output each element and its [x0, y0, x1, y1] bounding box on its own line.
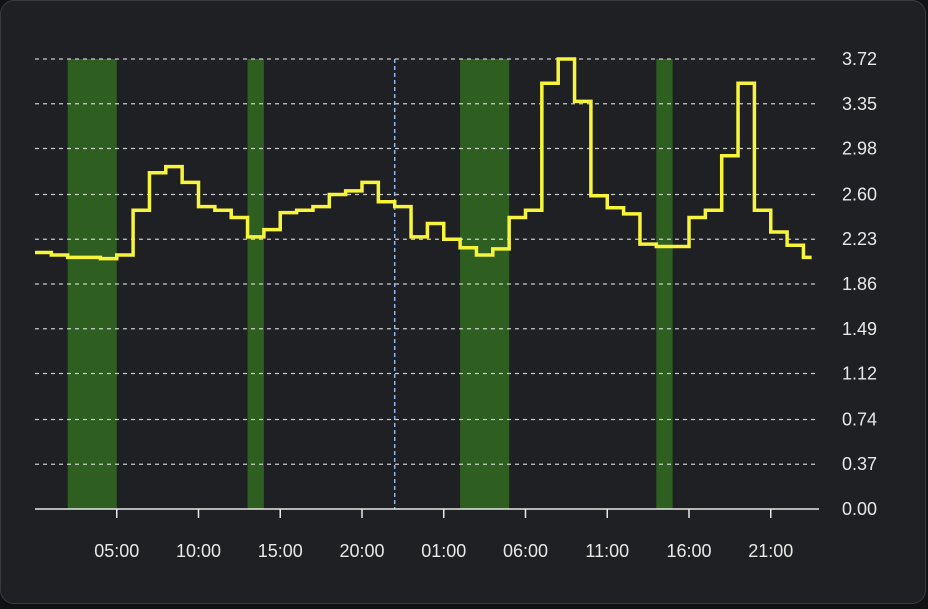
y-tick-label-10: 3.72 — [842, 49, 877, 69]
y-tick-label-9: 3.35 — [842, 94, 877, 114]
y-tick-label-1: 0.37 — [842, 454, 877, 474]
y-tick-label-5: 1.86 — [842, 274, 877, 294]
series-line — [35, 57, 812, 261]
x-tick-label-7: 16:00 — [666, 541, 711, 561]
axes-group: 0.00 0.37 0.74 1.12 1.49 1.86 2.23 2.60 2.98 3.35… — [35, 49, 877, 561]
y-tick-label-6: 2.23 — [842, 229, 877, 249]
y-tick-label-8: 2.98 — [842, 139, 877, 159]
x-tick-label-5: 06:00 — [503, 541, 548, 561]
y-tick-label-3: 1.12 — [842, 364, 877, 384]
y-tick-label-7: 2.60 — [842, 184, 877, 204]
grid-lines — [35, 58, 819, 465]
x-tick-label-3: 20:00 — [339, 541, 384, 561]
x-tick-label-6: 11:00 — [585, 541, 629, 561]
x-tick-label-4: 01:00 — [421, 541, 466, 561]
x-tick-label-0: 05:00 — [94, 541, 139, 561]
highlight-band-1 — [247, 59, 264, 509]
y-tick-label-4: 1.49 — [842, 319, 877, 339]
y-tick-label-2: 0.74 — [842, 409, 877, 429]
x-tick-label-8: 21:00 — [748, 541, 793, 561]
highlight-band-3 — [656, 59, 673, 509]
x-tick-label-2: 15:00 — [258, 541, 303, 561]
y-tick-label-0: 0.00 — [842, 499, 877, 519]
x-tick-label-1: 10:00 — [176, 541, 221, 561]
series-group — [35, 57, 812, 261]
